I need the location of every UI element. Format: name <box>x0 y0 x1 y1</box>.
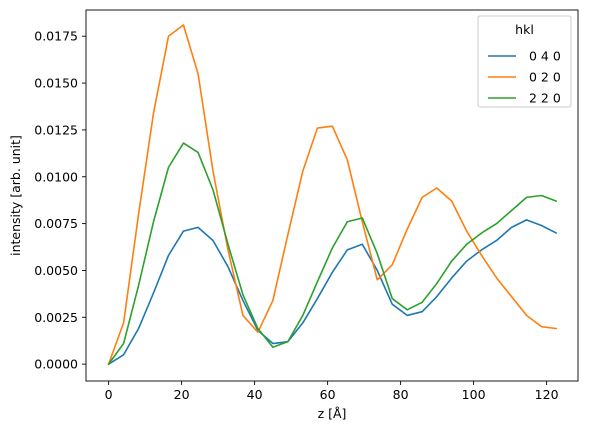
y-tick-label: 0.0000 <box>34 357 78 372</box>
legend-label: 0 4 0 <box>529 49 561 64</box>
legend-title: hkl <box>515 22 534 37</box>
plot-frame <box>85 9 579 382</box>
x-tick-label: 0 <box>105 387 113 402</box>
x-tick-label: 100 <box>462 387 486 402</box>
legend-entries: 0 4 0 0 2 0 2 2 0 <box>488 49 561 106</box>
x-tick-label: 20 <box>174 387 190 402</box>
y-axis-label: intensity [arb. unit] <box>8 135 23 256</box>
series-layer <box>107 24 558 366</box>
y-tick-label: 0.0050 <box>34 263 78 278</box>
x-axis-label: z [Å] <box>318 406 347 421</box>
y-tick-label: 0.0075 <box>34 216 78 231</box>
y-tick-label: 0.0150 <box>34 76 78 91</box>
x-axis: 0 20 40 60 80 100 120 <box>105 381 559 402</box>
x-tick-label: 120 <box>535 387 559 402</box>
y-tick-label: 0.0025 <box>34 310 78 325</box>
legend: hkl 0 4 0 0 2 0 2 2 0 <box>477 15 572 108</box>
y-tick-label: 0.0100 <box>34 169 78 184</box>
series-line-220 <box>107 142 558 366</box>
series-line-020 <box>107 24 557 366</box>
series-line-040 <box>107 219 558 366</box>
y-axis: 0.0000 0.0025 0.0050 0.0075 0.0100 0.0125 0.01… <box>34 29 86 372</box>
legend-label: 2 2 0 <box>529 91 561 106</box>
y-tick-label: 0.0175 <box>34 29 78 44</box>
x-tick-label: 40 <box>247 387 263 402</box>
legend-label: 0 2 0 <box>529 70 561 85</box>
x-tick-label: 60 <box>320 387 336 402</box>
legend-box <box>477 15 572 108</box>
y-tick-label: 0.0125 <box>34 122 78 137</box>
x-tick-label: 80 <box>393 387 409 402</box>
plot-area <box>85 9 579 382</box>
